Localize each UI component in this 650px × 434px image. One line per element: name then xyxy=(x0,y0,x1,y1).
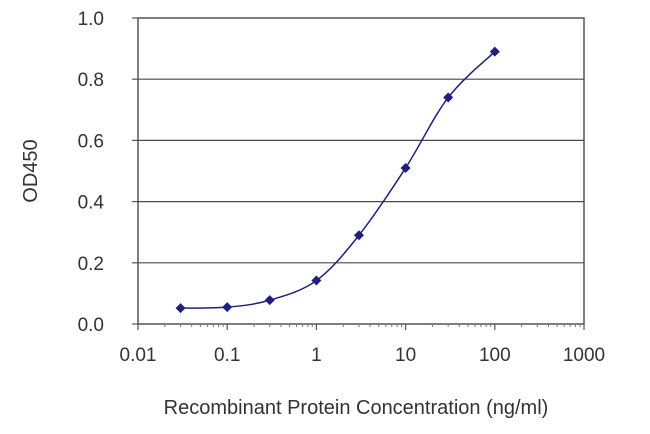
y-tick-label: 0.4 xyxy=(78,193,105,214)
y-tick-label: 0.6 xyxy=(78,131,104,152)
gridlines xyxy=(138,78,584,264)
y-axis-title: OD450 xyxy=(20,139,42,202)
data-point xyxy=(400,162,411,173)
y-tick-labels: 0.0 0.2 0.4 0.6 0.8 1.0 xyxy=(78,9,105,336)
x-tick-label: 1000 xyxy=(563,345,605,366)
x-tick-label: 1 xyxy=(311,345,322,366)
plot-frame xyxy=(137,17,585,325)
data-point xyxy=(264,295,275,306)
data-point xyxy=(443,92,454,103)
y-tick-label: 0.2 xyxy=(78,254,104,275)
data-points xyxy=(175,46,500,314)
y-ticks xyxy=(132,17,138,325)
data-point xyxy=(222,302,233,313)
series-line xyxy=(180,51,496,309)
y-tick-label: 0.8 xyxy=(78,70,104,91)
x-tick-labels: 0.01 0.1 1 10 100 1000 xyxy=(120,345,606,366)
x-axis-title: Recombinant Protein Concentration (ng/ml… xyxy=(164,397,549,419)
x-ticks xyxy=(137,324,585,330)
data-point xyxy=(311,275,322,286)
x-tick-label: 0.1 xyxy=(214,345,240,366)
y-tick-label: 1.0 xyxy=(78,9,104,30)
y-tick-label: 0.0 xyxy=(78,315,104,336)
data-point xyxy=(175,303,186,314)
x-tick-label: 10 xyxy=(395,345,416,366)
data-point xyxy=(489,46,500,57)
data-point xyxy=(353,230,364,241)
x-tick-label: 0.01 xyxy=(120,345,157,366)
x-tick-label: 100 xyxy=(479,345,511,366)
